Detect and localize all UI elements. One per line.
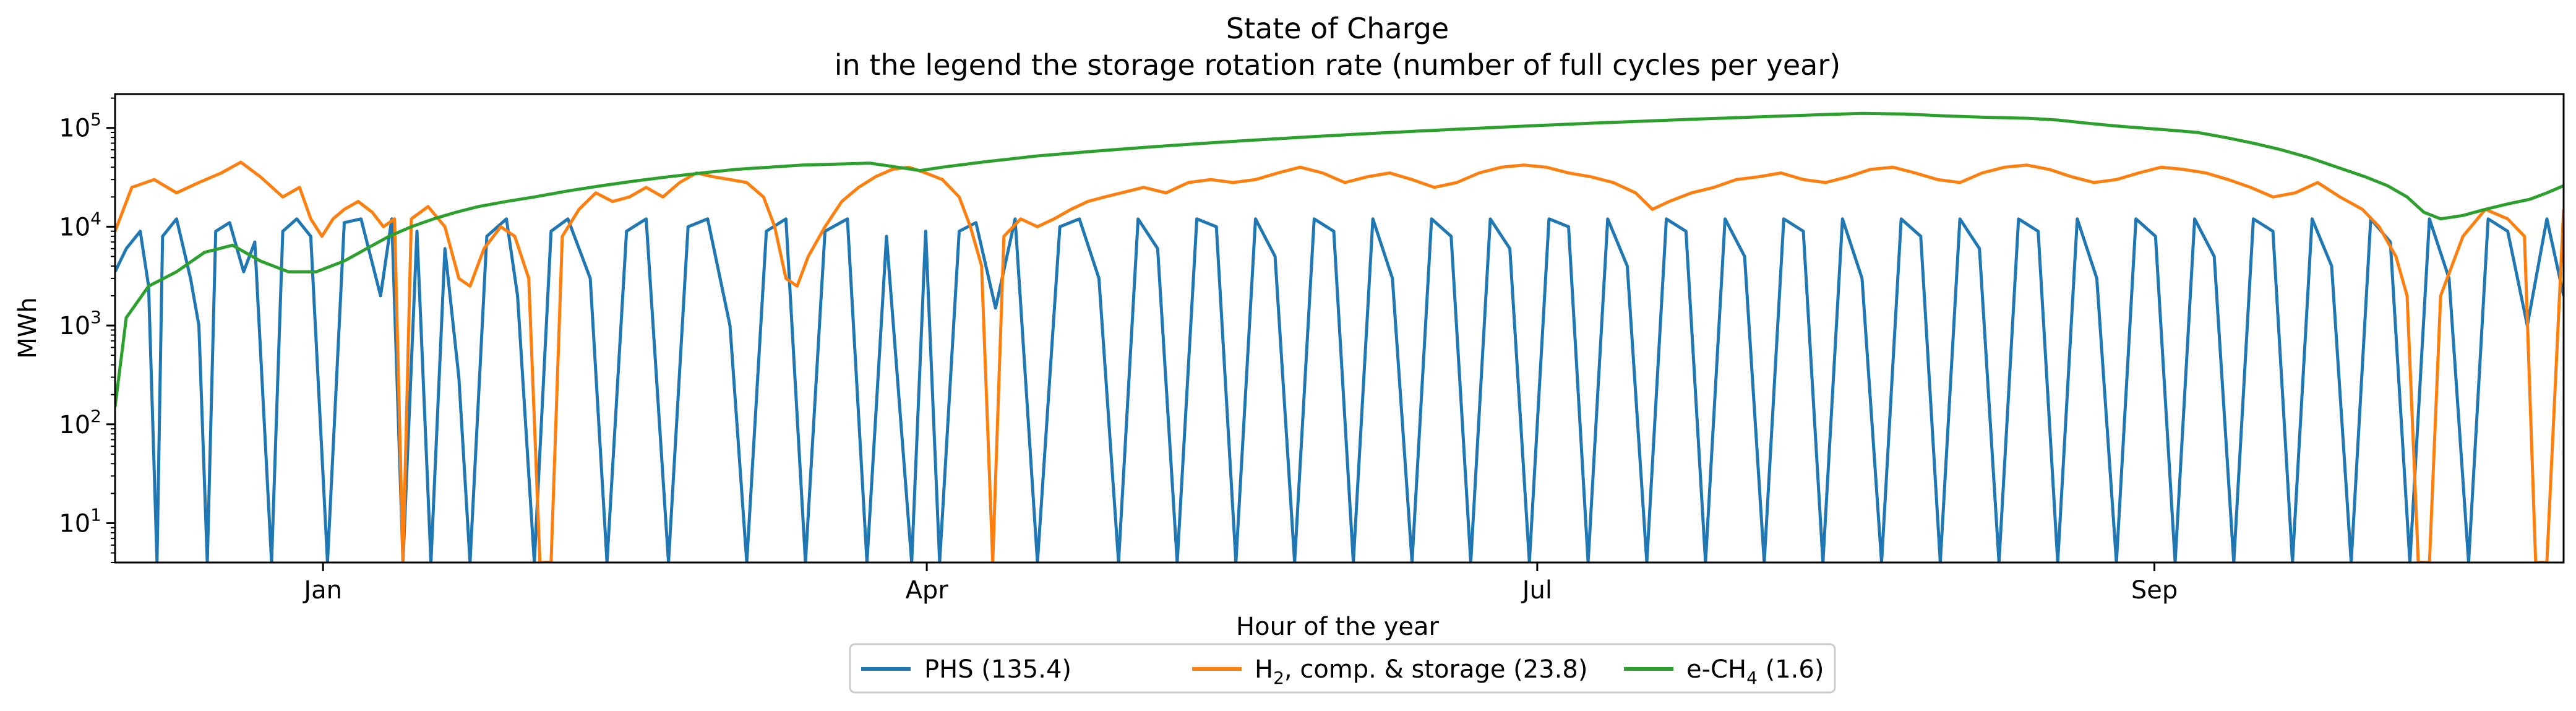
- chart-subtitle: in the legend the storage rotation rate …: [835, 48, 1840, 82]
- series-line-1: [115, 160, 2564, 562]
- x-tick-label-3: Sep: [2131, 576, 2178, 605]
- y-tick-label-2: 103: [59, 307, 101, 340]
- y-tick-label-0: 101: [59, 504, 101, 538]
- legend-label-h2: H2, comp. & storage (23.8): [1255, 655, 1587, 688]
- y-axis-label: MWh: [14, 297, 42, 358]
- y-tick-label-1: 102: [59, 406, 101, 439]
- legend-label-ech4: e-CH4 (1.6): [1686, 655, 1824, 688]
- series-layer: [115, 111, 2564, 562]
- chart-title: State of Charge: [1226, 12, 1449, 45]
- x-tick-label-2: Jul: [1521, 576, 1552, 605]
- x-tick-label-1: Apr: [906, 576, 949, 605]
- x-axis-label: Hour of the year: [1236, 613, 1439, 641]
- series-line-2: [115, 111, 2564, 407]
- legend: PHS (135.4) H2, comp. & storage (23.8) e…: [849, 643, 1836, 694]
- y-tick-label-4: 105: [59, 110, 101, 143]
- legend-label-phs: PHS (135.4): [924, 655, 1071, 684]
- y-axis-ticks: 101 102 103 104 105: [59, 97, 115, 563]
- legend-box: [849, 643, 1836, 694]
- plot-frame: [114, 93, 2565, 564]
- x-axis-ticks: JanAprJulSepDec: [302, 562, 2178, 605]
- x-tick-label-0: Jan: [302, 576, 342, 605]
- y-tick-label-3: 104: [59, 208, 101, 241]
